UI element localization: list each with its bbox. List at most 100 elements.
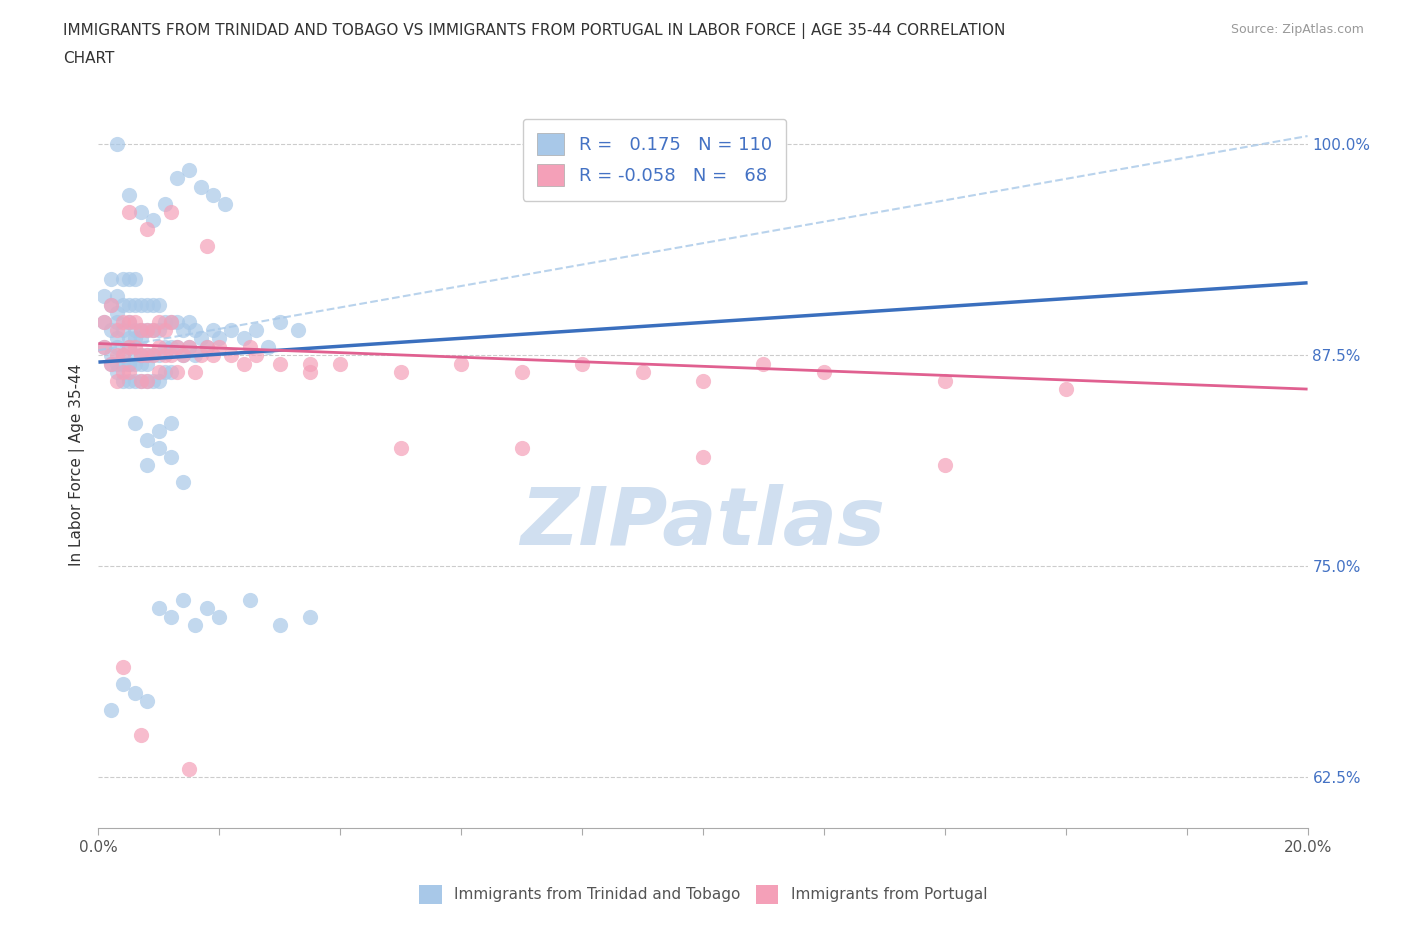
Point <box>111 356 134 371</box>
Point <box>269 618 291 632</box>
Point <box>124 314 146 329</box>
Point <box>135 221 157 236</box>
Point <box>118 339 141 354</box>
Point <box>135 373 157 388</box>
Point <box>129 727 152 742</box>
Point <box>124 272 146 286</box>
Point <box>166 339 188 354</box>
Point <box>100 272 122 286</box>
Point <box>129 205 152 219</box>
Point <box>129 331 152 346</box>
Point <box>129 373 152 388</box>
Point <box>124 348 146 363</box>
Point <box>100 298 122 312</box>
Point <box>105 356 128 371</box>
Point <box>934 373 956 388</box>
Point <box>160 449 183 464</box>
Point <box>105 373 128 388</box>
Point <box>202 348 225 363</box>
Point <box>153 365 176 379</box>
Point <box>105 306 128 321</box>
Point <box>111 348 134 363</box>
Point <box>135 694 157 709</box>
Point <box>105 323 128 338</box>
Point <box>129 348 152 363</box>
Point <box>100 356 122 371</box>
Point <box>269 356 291 371</box>
Point <box>105 348 128 363</box>
Point <box>118 272 141 286</box>
Point <box>510 365 533 379</box>
Point <box>571 356 593 371</box>
Point <box>202 188 225 203</box>
Point <box>389 365 412 379</box>
Point <box>129 298 152 312</box>
Point <box>124 339 146 354</box>
Point <box>184 323 207 338</box>
Point <box>166 339 188 354</box>
Point <box>389 441 412 456</box>
Point <box>269 314 291 329</box>
Point <box>752 356 775 371</box>
Text: IMMIGRANTS FROM TRINIDAD AND TOBAGO VS IMMIGRANTS FROM PORTUGAL IN LABOR FORCE |: IMMIGRANTS FROM TRINIDAD AND TOBAGO VS I… <box>63 23 1005 39</box>
Point <box>135 298 157 312</box>
Point <box>148 373 170 388</box>
Point <box>124 356 146 371</box>
Point <box>172 348 194 363</box>
Point <box>239 592 262 607</box>
Point <box>160 314 183 329</box>
Point <box>135 458 157 472</box>
Point <box>208 331 231 346</box>
Point <box>129 356 152 371</box>
Point <box>160 314 183 329</box>
Point <box>232 331 254 346</box>
Point <box>160 348 183 363</box>
Point <box>142 213 165 228</box>
Point <box>105 339 128 354</box>
Point <box>111 677 134 692</box>
Point <box>510 441 533 456</box>
Point <box>148 323 170 338</box>
Point <box>118 365 141 379</box>
Point <box>299 365 322 379</box>
Point <box>118 331 141 346</box>
Point <box>118 314 141 329</box>
Point <box>631 365 654 379</box>
Point <box>160 205 183 219</box>
Point <box>153 196 176 211</box>
Point <box>239 339 262 354</box>
Point <box>148 348 170 363</box>
Point <box>148 339 170 354</box>
Point <box>111 348 134 363</box>
Point <box>148 424 170 439</box>
Point <box>153 348 176 363</box>
Point <box>813 365 835 379</box>
Point <box>166 314 188 329</box>
Point <box>111 272 134 286</box>
Point <box>100 702 122 717</box>
Point <box>299 609 322 624</box>
Point <box>111 660 134 675</box>
Point <box>214 196 236 211</box>
Point <box>111 373 134 388</box>
Point <box>135 323 157 338</box>
Point <box>208 609 231 624</box>
Point <box>190 348 212 363</box>
Point <box>195 601 218 616</box>
Point <box>148 601 170 616</box>
Point <box>450 356 472 371</box>
Point <box>190 179 212 194</box>
Point <box>100 323 122 338</box>
Point <box>142 348 165 363</box>
Point <box>100 356 122 371</box>
Point <box>93 314 115 329</box>
Point <box>195 238 218 253</box>
Point <box>166 171 188 186</box>
Point <box>179 314 201 329</box>
Point <box>100 298 122 312</box>
Point <box>153 339 176 354</box>
Text: CHART: CHART <box>63 51 115 66</box>
Point <box>105 137 128 152</box>
Point <box>100 348 122 363</box>
Point <box>299 356 322 371</box>
